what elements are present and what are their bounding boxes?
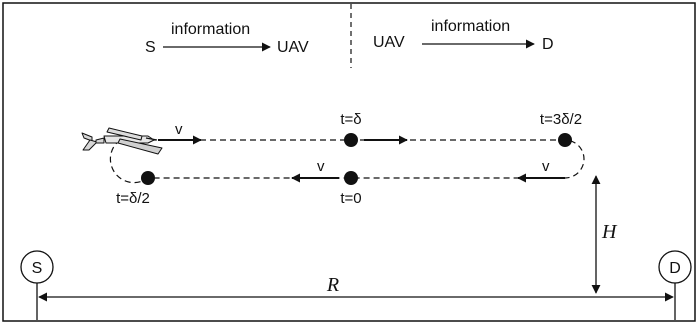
velocity-label-top-left: v: [175, 121, 183, 138]
point-t-3delta-half: [558, 133, 572, 147]
header-left-target: UAV: [277, 39, 309, 56]
label-t-delta: t=δ: [340, 111, 361, 128]
velocity-label-bottom-right: v: [542, 158, 550, 175]
source-node-label: S: [32, 260, 43, 277]
point-t-delta: [344, 133, 358, 147]
header-left-arrow-label: information: [171, 21, 250, 38]
destination-node: [658, 250, 692, 284]
uav-airplane-icon: [81, 127, 163, 155]
header-right-target: D: [542, 36, 554, 53]
velocity-label-bottom-middle: v: [317, 158, 325, 175]
point-t-delta-half: [141, 171, 155, 185]
label-t-zero: t=0: [340, 190, 361, 207]
diagram-frame: [2, 2, 696, 322]
range-label: R: [326, 274, 339, 296]
header-right-link: UAV information D: [373, 18, 554, 53]
destination-node-label: D: [669, 260, 681, 277]
point-t-zero: [344, 171, 358, 185]
source-node: [20, 250, 54, 284]
header-left-link: S information UAV: [145, 21, 309, 56]
header-right-source: UAV: [373, 34, 405, 51]
header-right-arrow-label: information: [431, 18, 510, 35]
label-t-delta-half: t=δ/2: [116, 190, 150, 207]
height-label: H: [601, 221, 618, 243]
label-t-3delta-half: t=3δ/2: [540, 111, 582, 128]
header-left-source: S: [145, 39, 156, 56]
